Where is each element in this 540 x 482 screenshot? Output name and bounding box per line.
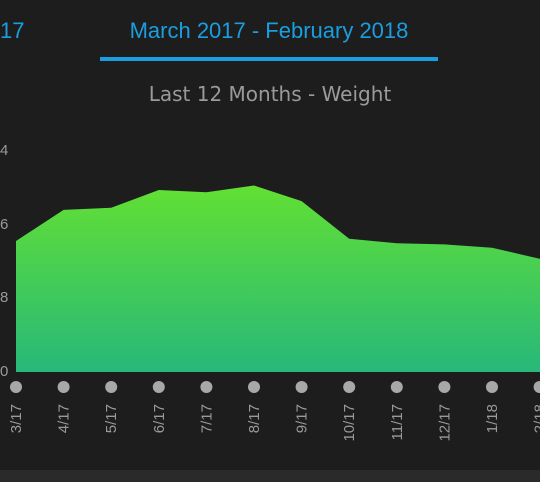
x-tick-label: 12/17 (436, 404, 453, 442)
x-axis-dot[interactable] (343, 381, 356, 393)
y-tick-label: 6 (0, 216, 9, 233)
x-axis-dot[interactable] (57, 381, 70, 393)
x-axis-dot[interactable] (152, 381, 165, 393)
x-tick-label: 6/17 (151, 404, 168, 433)
tab-previous-period[interactable]: 17 (0, 18, 25, 43)
x-axis-dot[interactable] (10, 381, 22, 393)
x-axis-dot[interactable] (486, 381, 498, 393)
y-tick-label: 0 (0, 363, 9, 380)
x-tick-label: 11/17 (389, 404, 406, 440)
tab-current-period[interactable]: March 2017 - February 2018 (129, 18, 409, 43)
x-axis-dot[interactable] (248, 381, 260, 393)
x-tick-label: 7/17 (198, 404, 215, 433)
tab-active-indicator (100, 57, 438, 61)
x-tick-label: 3/17 (8, 404, 25, 433)
chart-title: Last 12 Months - Weight (148, 82, 392, 106)
x-tick-label: 8/17 (246, 404, 263, 433)
x-axis-dot[interactable] (200, 381, 213, 393)
x-tick-label: 5/17 (103, 404, 120, 433)
x-tick-label: 10/17 (341, 404, 358, 442)
x-axis-dot[interactable] (105, 381, 118, 393)
x-tick-label: 1/18 (484, 404, 501, 433)
x-tick-label: 2/18 (532, 404, 540, 433)
x-axis-dot[interactable] (390, 381, 403, 393)
x-tick-label: 4/17 (56, 404, 73, 433)
bottom-bar (0, 470, 540, 482)
weight-area-series (16, 185, 540, 372)
y-tick-label: 4 (0, 142, 9, 159)
x-axis-dot[interactable] (438, 381, 451, 393)
y-tick-label: 8 (0, 289, 9, 306)
x-axis-dot[interactable] (295, 381, 308, 393)
x-tick-label: 9/17 (294, 404, 311, 433)
x-axis-dot[interactable] (533, 381, 540, 393)
